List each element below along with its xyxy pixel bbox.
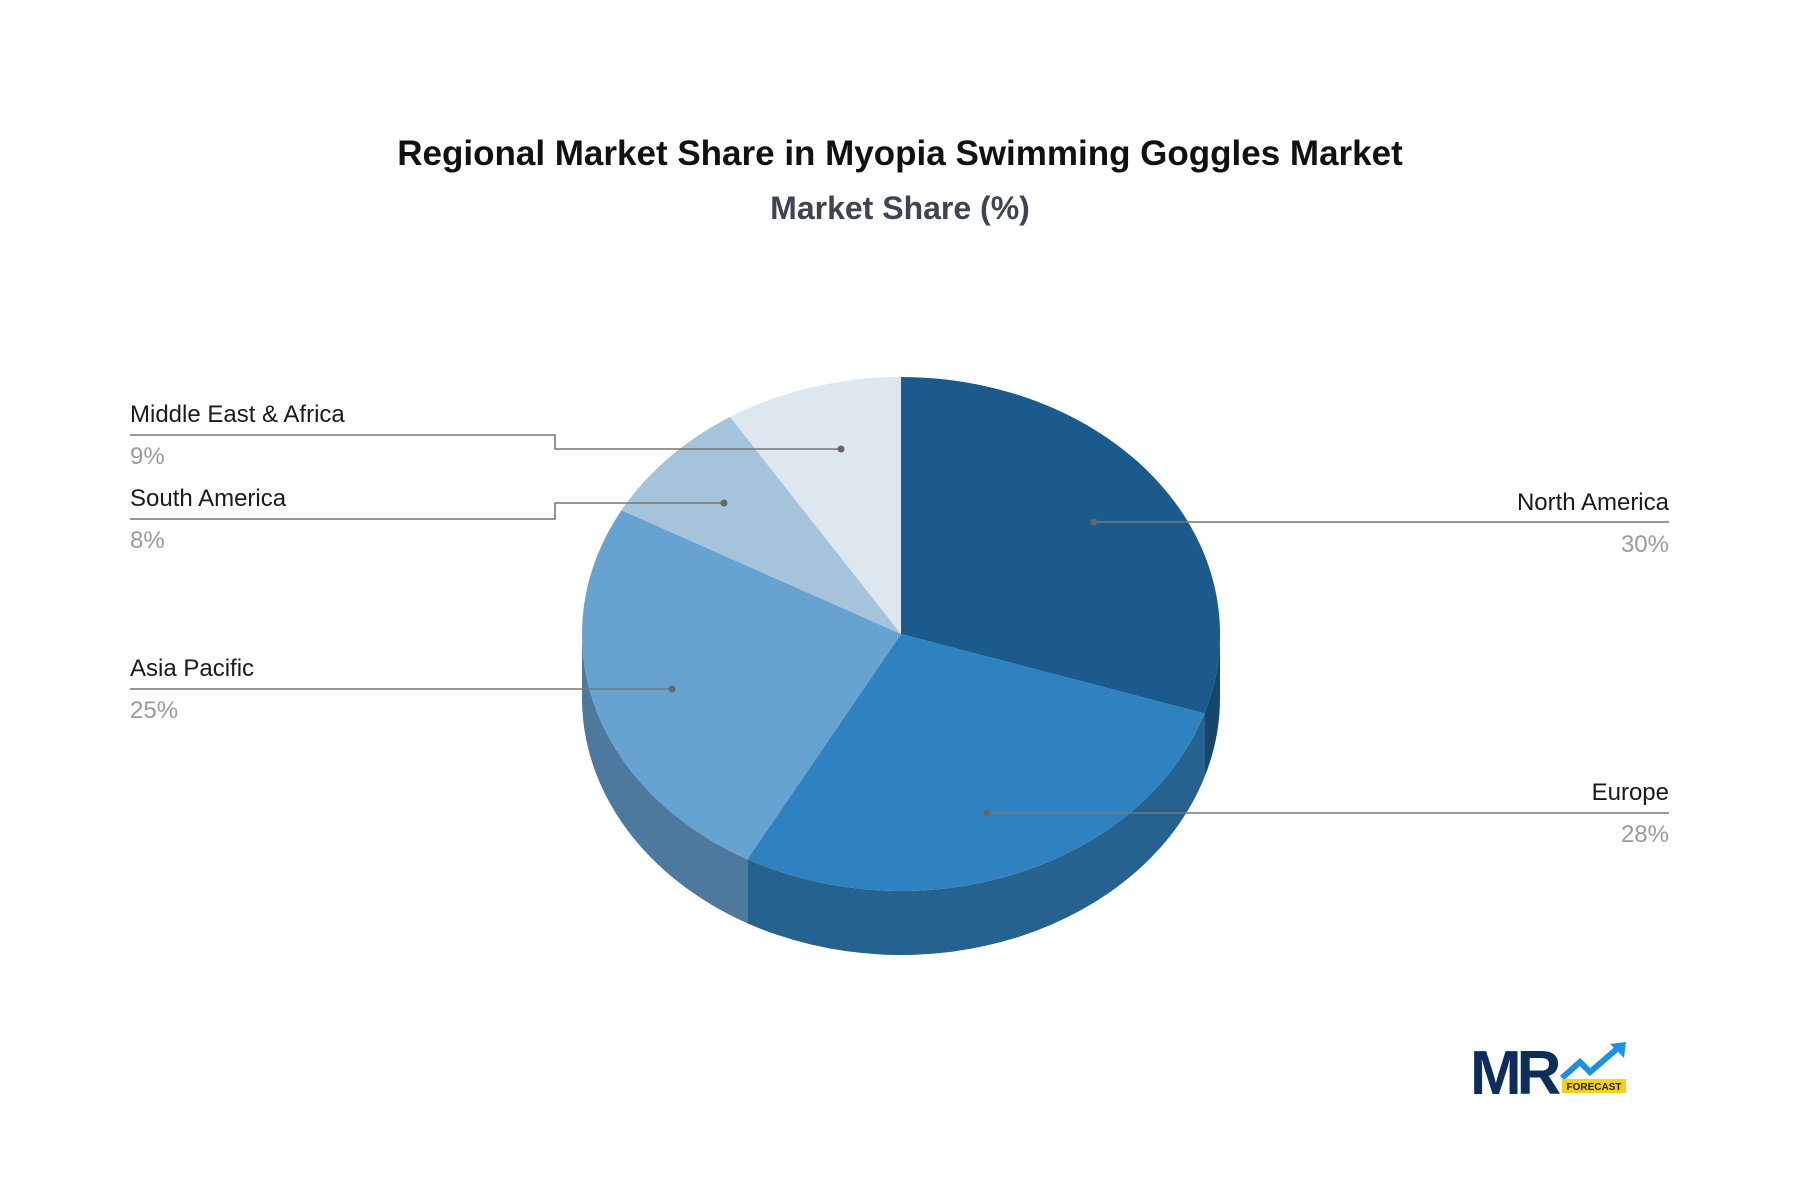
leader-line-middle-east-africa (130, 434, 841, 450)
logo-graphic: MR FORECAST (1470, 1040, 1626, 1102)
pie-side-north-america (1204, 634, 1220, 778)
label-europe: Europe (1592, 779, 1669, 806)
pie-side-europe (747, 713, 1205, 955)
pie-slice-middle-east-africa[interactable] (730, 377, 901, 634)
pie-side-asia-pacific (582, 634, 748, 924)
mr-forecast-logo: MR FORECAST (1470, 1040, 1630, 1102)
label-asia-pacific: Asia Pacific (130, 655, 254, 682)
leader-dot-europe (983, 809, 991, 817)
pie-slice-asia-pacific[interactable] (581, 510, 901, 860)
label-north-america: North America (1517, 489, 1670, 516)
pie-slice-europe[interactable] (747, 634, 1205, 891)
value-label-south-america: 8% (130, 527, 165, 554)
chart-subtitle: Market Share (%) (770, 190, 1030, 226)
leader-dot-north-america (1090, 518, 1098, 526)
leader-dot-south-america (720, 499, 728, 507)
pie-slice-south-america[interactable] (621, 417, 901, 634)
value-label-north-america: 30% (1621, 531, 1669, 558)
label-middle-east-africa: Middle East & Africa (130, 401, 345, 428)
svg-text:FORECAST: FORECAST (1567, 1082, 1622, 1093)
value-label-middle-east-africa: 9% (130, 443, 165, 470)
leader-line-south-america (130, 502, 724, 520)
svg-text:MR: MR (1470, 1040, 1561, 1102)
leader-dot-middle-east-africa (837, 445, 845, 453)
pie-slice-north-america[interactable] (901, 377, 1220, 714)
leader-dot-asia-pacific (668, 685, 676, 693)
label-south-america: South America (130, 485, 287, 512)
chart-title: Regional Market Share in Myopia Swimming… (397, 134, 1403, 173)
value-label-asia-pacific: 25% (130, 697, 178, 724)
value-label-europe: 28% (1621, 821, 1669, 848)
